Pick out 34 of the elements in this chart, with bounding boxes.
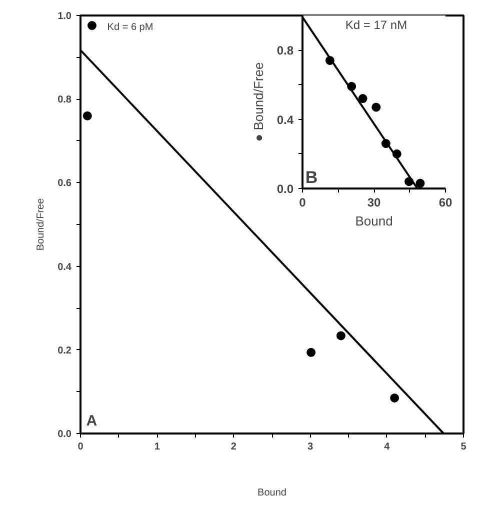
point	[306, 348, 316, 357]
x-tick-label: 5	[460, 442, 467, 452]
point	[358, 94, 368, 104]
y-axis-title: Bound/Free	[36, 198, 47, 251]
x-tick-label: 2	[230, 442, 237, 452]
x-tick-label: 3	[308, 442, 314, 452]
y-tick-label: 0.0	[276, 182, 294, 196]
y-tick-label: 0.6	[58, 178, 72, 190]
annotation: A	[86, 412, 98, 430]
point	[82, 111, 92, 120]
y-axis-title: ● Bound/Free	[250, 62, 266, 142]
x-tick-label: 0	[299, 196, 306, 210]
y-tick-label: 0.2	[58, 345, 72, 356]
x-tick-label: 30	[367, 196, 381, 210]
point	[87, 21, 96, 30]
x-axis-title: Bound	[355, 214, 393, 228]
point	[416, 178, 425, 188]
y-tick-label: 0.8	[276, 44, 294, 58]
annotation: B	[305, 168, 318, 187]
x-tick-label: 0	[78, 442, 84, 452]
point	[336, 331, 346, 340]
y-tick-label: 1.0	[58, 11, 72, 22]
x-tick-label: 60	[438, 196, 452, 210]
x-axis-title: Bound	[258, 488, 286, 498]
y-tick-label: 0.8	[58, 94, 72, 106]
point	[372, 102, 381, 112]
point	[390, 393, 400, 402]
y-tick-label: 0.4	[58, 262, 72, 273]
y-tick-label: 0.4	[276, 112, 294, 127]
x-tick-label: 4	[384, 442, 390, 452]
annotation: Kd = 6 pM	[107, 22, 154, 33]
x-tick-label: 1	[154, 442, 160, 452]
annotation: Kd = 17 nM	[345, 18, 408, 32]
y-tick-label: 0.0	[58, 429, 72, 440]
